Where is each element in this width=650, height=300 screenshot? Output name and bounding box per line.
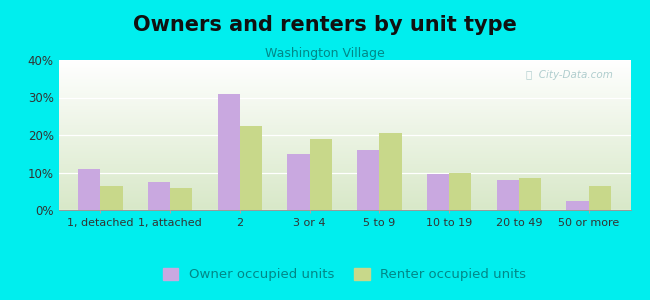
Bar (380, 133, 402, 210)
Bar (170, 188, 192, 210)
Bar (589, 186, 611, 210)
Bar (100, 186, 123, 210)
Bar (309, 139, 332, 210)
Bar (497, 180, 519, 210)
Bar (427, 174, 449, 210)
Bar (240, 126, 262, 210)
Legend: Owner occupied units, Renter occupied units: Owner occupied units, Renter occupied un… (162, 268, 526, 281)
Bar (78, 169, 100, 210)
Bar (218, 94, 240, 210)
Text: ⓘ  City-Data.com: ⓘ City-Data.com (526, 70, 614, 80)
Bar (287, 154, 309, 210)
Bar (357, 150, 380, 210)
Bar (148, 182, 170, 210)
Text: Washington Village: Washington Village (265, 46, 385, 59)
Text: Owners and renters by unit type: Owners and renters by unit type (133, 15, 517, 35)
Bar (566, 201, 589, 210)
Bar (519, 178, 541, 210)
Bar (449, 172, 471, 210)
